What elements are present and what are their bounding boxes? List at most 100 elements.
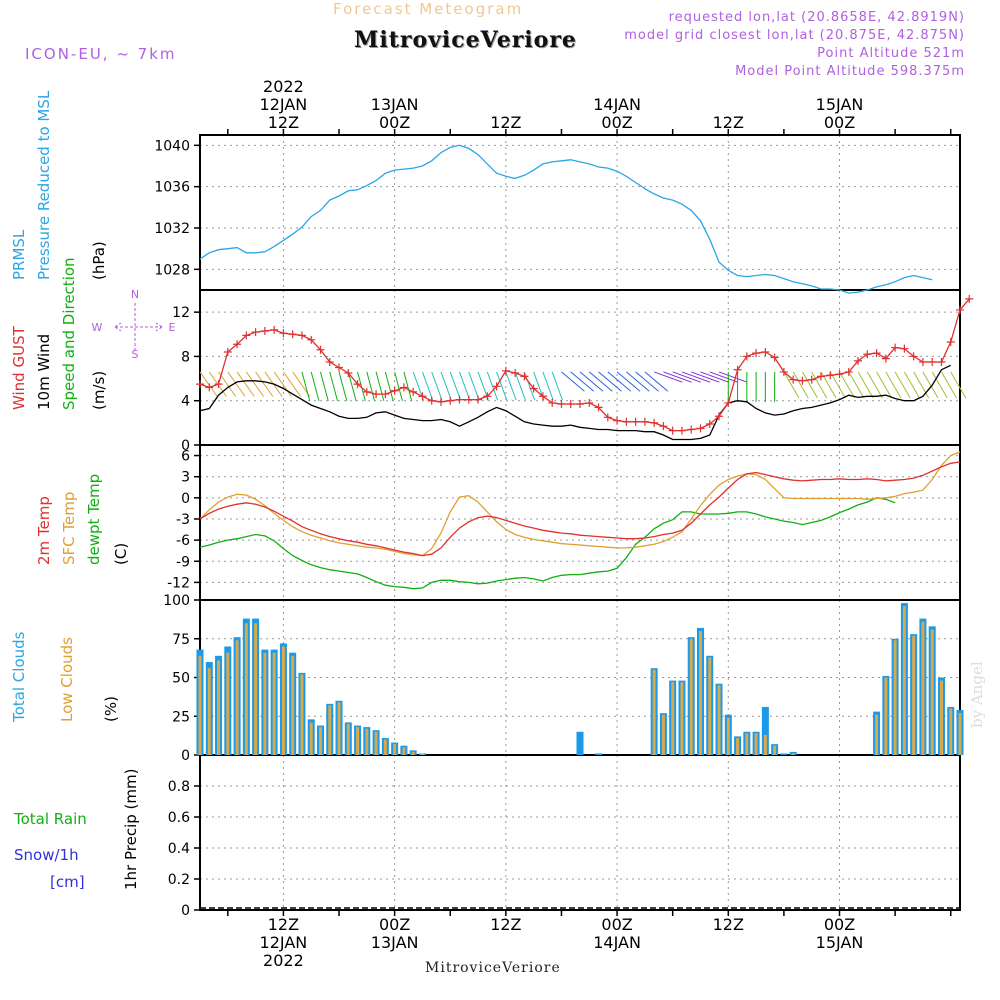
wind-gust-point (279, 329, 288, 338)
total-clouds-bar (576, 731, 584, 755)
wind-gust-point (770, 353, 779, 362)
low-clouds-bar (226, 652, 230, 755)
compass-e: E (169, 321, 176, 334)
x-tick-label-bottom: 12JAN (260, 933, 308, 952)
wind-gust-point (390, 386, 399, 395)
wind-arrow (691, 371, 720, 383)
wind-gust-point (705, 419, 714, 428)
wind-gust-point (603, 413, 612, 422)
x-tick-label-top: 00Z (824, 113, 855, 132)
wind-arrow (459, 371, 471, 401)
wind-arrow (903, 371, 920, 399)
x-tick-label-top: 12JAN (260, 95, 308, 114)
panel-frame (199, 444, 961, 601)
wind-gust-point (418, 392, 427, 401)
low-clouds-bar (346, 724, 350, 755)
wind-gust-point (372, 390, 381, 399)
y-tick-label: -6 (176, 533, 190, 549)
wind-arrow (588, 371, 613, 392)
model-point-altitude: Model Point Altitude 598.375m (735, 64, 965, 79)
chart-title: MitroviceVeriore (354, 27, 577, 53)
wind-gust-point (538, 392, 547, 401)
y-tick-label: 0 (181, 438, 190, 454)
wind-arrow (802, 371, 818, 399)
low-clouds-bar (328, 705, 332, 755)
wind-arrow (394, 371, 403, 402)
x-tick-label-bottom: 00Z (824, 915, 855, 934)
wind-gust-point (863, 350, 872, 359)
x-tick-label-bottom: 2022 (263, 951, 304, 970)
wind-gust-point (362, 387, 371, 396)
compass-w: W (92, 321, 103, 334)
wind-gust-point (909, 352, 918, 361)
low-clouds-bar (884, 677, 888, 755)
y-tick-label: 50 (172, 671, 190, 687)
compass-s: S (132, 348, 139, 361)
wind-gust-point (715, 412, 724, 421)
wind-arrow (255, 371, 274, 397)
low-clouds-bar (921, 621, 925, 755)
wind-gust-point (492, 382, 501, 391)
low-clouds-bar (300, 674, 304, 755)
t2m-line (199, 461, 961, 557)
wind-arrow (681, 371, 711, 383)
x-tick-label-top: 14JAN (593, 95, 641, 114)
x-tick-label-bottom: 14JAN (593, 933, 641, 952)
wind-arrow (561, 371, 585, 392)
wind-gust-point (409, 387, 418, 396)
y-tick-label: 1032 (154, 221, 190, 237)
wind-arrow (653, 371, 683, 383)
wind-arrow (598, 371, 622, 392)
wind-gust-point (446, 396, 455, 405)
wind-gust-point (798, 376, 807, 385)
x-tick-label-bottom: 13JAN (371, 933, 419, 952)
wind-gust-point (288, 330, 297, 339)
wind-gust-point (752, 349, 761, 358)
wind-arrow (347, 371, 357, 402)
point-altitude: Point Altitude 521m (817, 46, 965, 61)
snow-unit-label: [cm] (50, 873, 85, 891)
wind-arrow (551, 371, 563, 401)
x-tick-label-top: 00Z (601, 113, 632, 132)
wind-arrow (199, 371, 218, 397)
wind-arrow (486, 371, 499, 401)
low-clouds-bar (689, 638, 693, 755)
wind-arrow (616, 371, 641, 392)
wind-gust-point (196, 380, 204, 389)
wind-gust-point (205, 383, 214, 392)
wind-arrow (783, 371, 800, 399)
wind-arrow (718, 371, 748, 383)
wind-arrow (505, 371, 517, 401)
low-clouds-bar (763, 734, 767, 755)
wind-gust-point (455, 395, 464, 404)
wind-gust-point (464, 395, 473, 404)
wind-arrow (384, 371, 394, 402)
low-clouds-bar (309, 722, 313, 755)
wind-gust-point (956, 305, 964, 314)
wind-gust-point (807, 375, 816, 384)
total-clouds-bar (761, 706, 769, 755)
wind-arrow (227, 371, 246, 397)
wind-arrow (885, 371, 902, 399)
low-clouds-bar (374, 731, 378, 755)
wind-gust-point (427, 396, 436, 405)
wind-gust-point (891, 343, 900, 352)
wind-gust-point (511, 369, 520, 378)
wind-gust-point (214, 380, 223, 389)
low-clouds-bar (791, 753, 795, 755)
wind-gust-point (844, 367, 853, 376)
y-tick-label: 1036 (154, 180, 190, 196)
wind-gust-point (548, 398, 557, 407)
wind-gust-point (946, 338, 955, 347)
low-clouds-bar (383, 739, 387, 755)
y-tick-label: 4 (181, 394, 190, 410)
low-clouds-bar (958, 713, 962, 755)
low-clouds-bar (708, 657, 712, 755)
low-clouds-bar (902, 606, 906, 755)
wind-arrow (857, 371, 874, 399)
wind-gust-point (474, 395, 483, 404)
wind-gust-point (307, 335, 316, 344)
low-clouds-bar (198, 655, 202, 755)
low-clouds-bar (402, 747, 406, 755)
